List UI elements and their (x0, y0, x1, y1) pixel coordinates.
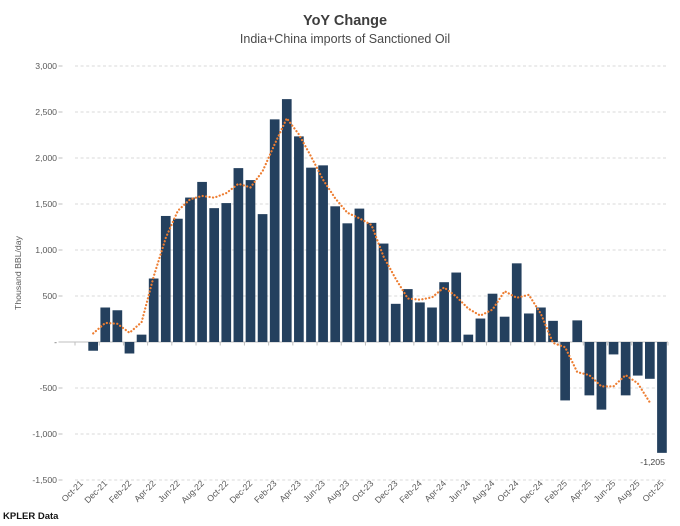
bar-Mar-25 (572, 320, 583, 342)
x-axis-label: Dec-22 (228, 478, 255, 505)
bar-Feb-25 (560, 342, 570, 401)
bar-May-25 (596, 342, 607, 410)
x-axis-label: Oct-23 (350, 478, 376, 504)
x-axis-label: Feb-24 (397, 478, 424, 505)
bar-Apr-23 (294, 136, 304, 342)
x-axis-label: Oct-25 (640, 478, 666, 504)
bar-Aug-24 (487, 293, 498, 342)
x-axis-label: Dec-23 (373, 478, 400, 505)
y-axis-label: 3,000 (35, 61, 57, 71)
bar-Mar-24 (427, 307, 437, 342)
bar-Feb-24 (415, 302, 425, 342)
y-axis-label: 2,000 (35, 153, 57, 163)
bar-Jun-24 (463, 334, 474, 342)
x-axis-label: Aug-22 (179, 478, 206, 505)
bar-Jan-22 (112, 310, 123, 342)
bar-Oct-25 (657, 342, 667, 453)
bar-Feb-22 (124, 342, 135, 354)
y-axis-label: -500 (40, 383, 58, 393)
x-axis-label: Apr-22 (132, 478, 158, 504)
x-axis-label: Jun-24 (446, 478, 472, 504)
bar-Jun-22 (173, 218, 183, 342)
bar-May-22 (160, 215, 171, 342)
bar-Oct-23 (366, 222, 377, 342)
last-bar-value-label: -1,205 (640, 457, 665, 467)
bar-Dec-23 (390, 303, 401, 342)
x-axis-label: Oct-21 (59, 478, 85, 504)
x-axis-label: Apr-25 (568, 478, 594, 504)
y-axis-label: -1,500 (32, 475, 57, 485)
plot-area: 3,000 2,500 2,000 1,500 1,000 500 - -500 -1,000 -… (32, 61, 669, 505)
bar-Sep-23 (354, 208, 365, 342)
bar-Feb-23 (269, 119, 280, 342)
bar-Sep-24 (499, 316, 510, 342)
bar-Jan-25 (548, 320, 558, 342)
bar-Oct-24 (511, 263, 522, 342)
chart-subtitle: India+China imports of Sanctioned Oil (240, 32, 450, 46)
bar-Nov-21 (88, 342, 98, 351)
x-axis-label: Aug-23 (324, 478, 351, 505)
y-axis-label: 500 (43, 291, 58, 301)
x-axis-label: Feb-23 (252, 478, 279, 505)
y-axis-title: Thousand BBL/day (13, 235, 23, 310)
y-axis-label: 2,500 (35, 107, 57, 117)
x-axis-label: Apr-24 (423, 478, 449, 504)
bar-Aug-23 (342, 223, 353, 342)
bar-Dec-21 (100, 307, 111, 342)
bar-Aug-25 (632, 342, 643, 376)
y-axis-label: - (54, 337, 57, 347)
x-axis-label: Feb-22 (107, 478, 134, 505)
bar-Apr-25 (584, 342, 595, 396)
bar-Nov-23 (378, 243, 389, 342)
bar-Jul-23 (330, 206, 341, 342)
x-axis-label: Dec-21 (82, 478, 109, 505)
y-axis-label: 1,500 (35, 199, 57, 209)
bar-Aug-22 (197, 181, 207, 342)
x-axis-label: Oct-24 (495, 478, 521, 504)
bar-Jan-24 (402, 289, 413, 342)
x-axis-label: Aug-24 (470, 478, 497, 505)
bar-Nov-22 (233, 168, 244, 342)
chart-title: YoY Change (303, 13, 387, 29)
y-axis-label: -1,000 (32, 429, 57, 439)
bar-Apr-24 (439, 282, 449, 342)
bar-Jul-24 (475, 318, 486, 342)
bar-Jun-25 (608, 342, 619, 355)
x-axis-label: Oct-22 (205, 478, 231, 504)
x-axis-label: Aug-25 (615, 478, 642, 505)
bar-Apr-22 (148, 278, 159, 342)
x-axis-label: Apr-23 (277, 478, 303, 504)
bar-Mar-23 (281, 99, 292, 343)
bar-Sep-22 (209, 208, 220, 342)
x-axis-label: Jun-23 (301, 478, 327, 504)
bar-Jul-22 (185, 197, 195, 342)
bar-Jun-23 (318, 165, 328, 342)
bar-Mar-22 (136, 334, 147, 342)
x-axis-label: Jun-25 (592, 478, 618, 504)
bar-Dec-22 (245, 180, 256, 342)
y-axis-label: 1,000 (35, 245, 57, 255)
x-axis-label: Dec-24 (518, 478, 545, 505)
bar-Jul-25 (620, 342, 631, 396)
bar-May-23 (306, 167, 316, 342)
bar-Dec-24 (536, 307, 546, 342)
bar-Jan-23 (257, 214, 268, 342)
bar-Nov-24 (523, 313, 534, 342)
bar-May-24 (451, 272, 462, 342)
x-axis-label: Jun-22 (156, 478, 182, 504)
bar-Sep-25 (645, 342, 655, 379)
x-axis-label: Feb-25 (543, 478, 570, 505)
moving-average-line (92, 116, 651, 404)
source-credit: KPLER Data (3, 511, 59, 522)
bar-Oct-22 (221, 203, 232, 342)
